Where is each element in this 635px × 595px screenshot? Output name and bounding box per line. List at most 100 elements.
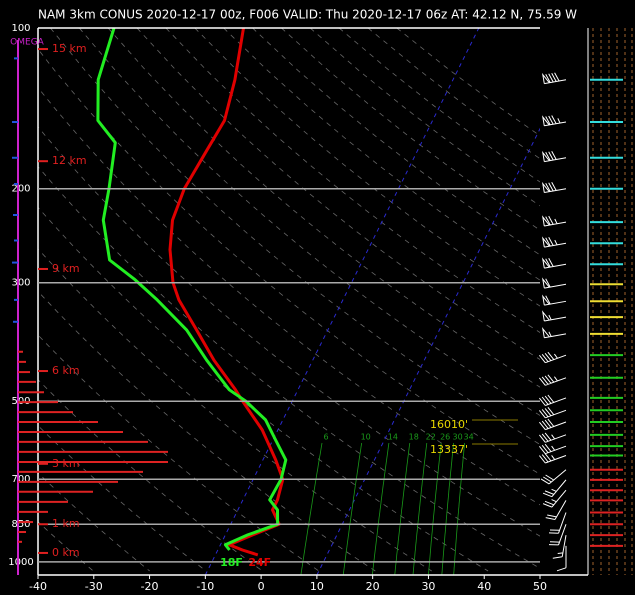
mixing-ratio-label: 6 — [323, 433, 328, 442]
wind-barb — [539, 453, 567, 464]
sounding-line — [96, 28, 288, 551]
height-label: 15 km — [52, 42, 87, 55]
wind-barb — [539, 406, 567, 419]
wind-barb-shape — [541, 115, 567, 127]
wind-barb — [539, 418, 567, 431]
y-tick-label: 200 — [11, 184, 30, 195]
dry-adiabat — [50, 28, 540, 445]
wind-barb — [539, 351, 567, 364]
wind-barb-shape — [539, 351, 567, 364]
wind-barb — [541, 236, 567, 248]
wind-barb-shape — [541, 310, 567, 322]
x-tick-label: -10 — [196, 580, 214, 593]
x-tick-label: 0 — [258, 580, 265, 593]
dry-adiabat — [78, 28, 540, 416]
wind-barb — [541, 72, 567, 85]
surface-label: 18F — [220, 556, 243, 569]
y-tick-label: 100 — [11, 23, 30, 34]
wind-barb-shape — [541, 215, 567, 227]
wind-barb-shape — [539, 374, 567, 386]
x-tick-label: 10 — [310, 580, 324, 593]
wind-barb — [541, 215, 567, 227]
omega-label: OMEGA — [10, 38, 45, 48]
isotherm — [316, 127, 540, 575]
wind-barb — [541, 294, 567, 306]
wind-barb-shape — [541, 294, 567, 306]
wind-barb — [539, 432, 567, 443]
wind-barb — [542, 489, 567, 508]
x-tick-label: 20 — [366, 580, 380, 593]
x-tick-label: -20 — [141, 580, 159, 593]
wind-barb-shape — [539, 394, 567, 406]
dry-adiabat — [38, 126, 540, 537]
dry-adiabat — [38, 86, 540, 506]
x-tick-label: 30 — [421, 580, 435, 593]
height-label: 9 km — [52, 262, 80, 275]
wind-barb — [539, 374, 567, 386]
wind-barb-shape — [541, 327, 567, 339]
mixing-ratio-line — [342, 442, 363, 575]
mixing-ratio-label: 34 — [464, 433, 474, 442]
mixing-ratio-line — [300, 442, 323, 575]
mixing-ratio-label: 18 — [409, 433, 419, 442]
height-label: 6 km — [52, 364, 80, 377]
wind-barb — [541, 150, 567, 163]
wind-barb-shape — [540, 469, 567, 485]
x-tick-label: -30 — [85, 580, 103, 593]
height-label: 0 km — [52, 546, 80, 559]
x-tick-label: 50 — [533, 580, 547, 593]
wind-barb — [542, 479, 567, 498]
mixing-ratio-label: 10 — [361, 433, 371, 442]
dry-adiabat — [223, 28, 540, 281]
wind-barb — [548, 512, 567, 534]
height-label: 3 km — [52, 457, 80, 470]
mixing-ratio-label: 22 — [426, 433, 436, 442]
wind-barb-shape — [539, 443, 567, 455]
mixing-ratio-line — [372, 442, 390, 575]
dry-adiabat — [38, 166, 540, 569]
dry-adiabat — [38, 334, 320, 572]
mixing-ratio-label: 26 — [440, 433, 450, 442]
wind-barb — [541, 257, 567, 269]
wind-barb-shape — [548, 512, 567, 534]
y-tick-label: 300 — [11, 278, 30, 289]
wind-barb-shape — [539, 432, 567, 443]
wind-barb — [541, 327, 567, 339]
chart-title: NAM 3km CONUS 2020-12-17 00z, F006 VALID… — [38, 8, 577, 22]
wind-barb-shape — [541, 72, 567, 85]
wind-barb-shape — [539, 406, 567, 419]
y-tick-label: 700 — [11, 474, 30, 485]
dry-adiabat — [38, 379, 263, 572]
dry-adiabat — [165, 28, 540, 333]
wind-barb — [556, 545, 567, 572]
dry-adiabat — [38, 206, 489, 572]
wind-barb-shape — [548, 524, 567, 546]
annotation: 13337' — [430, 443, 468, 456]
wind-barb — [540, 469, 567, 485]
wind-barb-shape — [552, 535, 567, 559]
wind-barb-shape — [542, 489, 567, 508]
wind-barb-shape — [541, 236, 567, 248]
mixing-ratio-line — [441, 442, 454, 575]
annotation: 16010' — [430, 418, 468, 431]
y-tick-label: 1000 — [8, 557, 33, 568]
isotherm — [204, 28, 480, 575]
wind-barb-shape — [539, 453, 567, 464]
wind-barb — [548, 524, 567, 546]
wind-barb-shape — [539, 418, 567, 431]
wind-barb — [541, 115, 567, 127]
wind-barb — [545, 500, 567, 520]
wind-barb — [541, 181, 567, 193]
wind-barb-shape — [556, 545, 567, 572]
height-label: 12 km — [52, 154, 87, 167]
wind-barb — [539, 394, 567, 406]
wind-barb-shape — [545, 500, 567, 520]
plot-area — [38, 28, 540, 575]
wind-barb — [552, 535, 567, 559]
wind-barb — [541, 277, 567, 289]
x-tick-label: -40 — [29, 580, 47, 593]
mixing-ratio-label: 14 — [388, 433, 398, 442]
x-tick-label: 40 — [477, 580, 491, 593]
